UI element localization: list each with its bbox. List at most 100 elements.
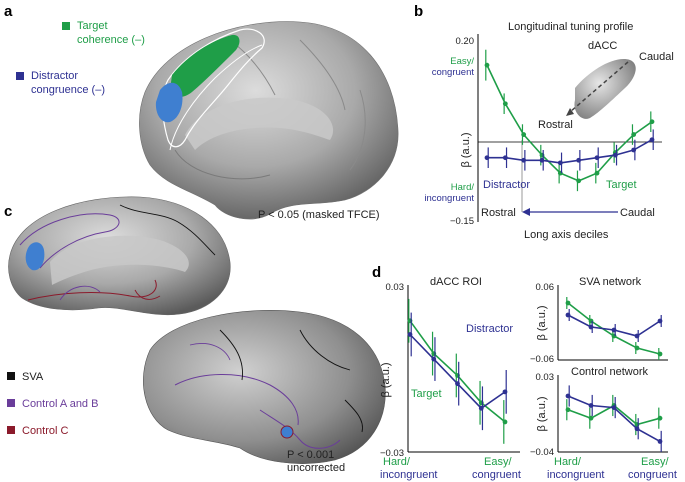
b-point-distractor [502,155,508,161]
b-point-target [521,132,527,137]
d-xlabel-easy-1: Easy/ [484,456,512,468]
d-ctrl-ytick-top: 0.03 [536,372,555,383]
b-axis-arrowhead [522,208,530,216]
d-ctrl-point-target [588,415,594,421]
d-roi-ylabel: β (a.u.) [380,362,392,397]
d-roi-line-target [409,320,506,423]
b-ylabel: β (a.u.) [460,132,472,167]
b-point-target [649,119,655,125]
b-point-distractor [557,160,563,166]
legend-distractor-line1: Distractor [31,70,78,82]
chart-d-ctrl-marks [565,385,663,452]
d-roi-ytick-top: 0.03 [386,282,405,293]
d-ctrl-point-target [657,415,663,421]
d-roi-ytick-bottom: −0.03 [380,448,404,459]
dacc-inset [566,59,636,119]
d-ctrl-point-distractor [588,403,594,408]
d-sva-point-distractor [565,312,571,318]
d-roi-point-target [502,419,508,425]
panel-a-stat: P < 0.05 (masked TFCE) [258,209,380,221]
d-ctrl-point-target [565,407,571,413]
d-sva-ylabel: β (a.u.) [536,305,548,340]
d-roi-title: dACC ROI [430,276,482,288]
d-sva-point-distractor [634,333,640,339]
panel-c: c SVA Control A and B C [4,196,386,474]
d-roi-point-distractor [431,356,437,362]
panel-c-stat-2: uncorrected [287,462,345,474]
d-xlabel-hard-2: incongruent [380,469,438,481]
b-point-target [594,170,600,176]
panel-b: b Longitudinal tuning profile dACC Cauda… [414,3,674,241]
panel-d: d dACC ROI 0.03 −0.03 β (a.u.) Distracto… [372,264,677,481]
b-line-target [486,64,653,182]
d-sva-ytick-bottom: −0.06 [530,354,554,365]
b-point-distractor [631,147,637,153]
panel-b-title: Longitudinal tuning profile [508,21,633,33]
panel-a: a Target coherence (–) Distractor congru… [4,3,399,221]
legend-target-line1: Target [77,20,108,32]
b-xlabel: Long axis deciles [524,229,609,241]
chart-d-roi-marks [407,298,508,444]
target-cluster [170,34,240,98]
legend-sva: SVA [22,371,44,383]
chart-b-marks [484,49,655,192]
b-point-target [502,101,508,107]
inset-dacc-label: dACC [588,40,617,52]
d-right-xlabel-easy-2: congruent [628,469,677,481]
d-sva-line-distractor [567,314,661,337]
c-lateral-cluster [280,425,294,439]
c-cluster [25,242,45,271]
legend-swatch-control-ab [7,399,15,407]
d-ctrl-point-distractor [565,393,571,399]
panel-letter-d: d [372,264,381,281]
d-sva-point-target [634,345,640,351]
legend-swatch-distractor [16,72,24,80]
b-point-distractor [649,137,655,143]
b-distractor-label: Distractor [483,179,530,191]
legend-swatch-control-c [7,426,15,434]
d-xlabel-easy-2: congruent [472,469,521,481]
inset-caudal-label: Caudal [639,51,674,63]
medial-brain-c [8,196,231,316]
d-sva-point-target [657,351,663,357]
b-point-target [576,178,582,184]
d-sva-ytick-top: 0.06 [536,282,555,293]
b-line-distractor [487,139,653,164]
b-point-distractor [576,157,582,163]
b-point-distractor [594,155,600,161]
d-ctrl-line-distractor [567,395,661,443]
b-y-easy-2: congruent [432,67,475,78]
d-sva-point-distractor [611,327,617,333]
d-ctrl-title: Control network [571,366,649,378]
legend-control-ab: Control A and B [22,398,98,410]
d-roi-distractor-label: Distractor [466,323,513,335]
b-target-label: Target [606,179,637,191]
panel-letter-a: a [4,3,13,20]
b-y-easy-1: Easy/ [450,56,474,67]
lateral-brain-c [143,310,386,464]
panel-letter-c: c [4,203,12,220]
b-point-target [631,132,637,137]
legend-swatch-sva [7,372,15,380]
legend-target-line2: coherence (–) [77,34,145,46]
d-sva-title: SVA network [579,276,642,288]
b-axis-rostral: Rostral [481,207,516,219]
d-sva-point-distractor [657,318,663,324]
b-point-distractor [484,155,490,161]
d-ctrl-ylabel: β (a.u.) [536,396,548,431]
legend-swatch-target [62,22,70,30]
distractor-cluster [155,82,183,123]
panel-letter-b: b [414,3,423,20]
inset-rostral-label: Rostral [538,119,573,131]
d-roi-point-distractor [478,405,484,411]
b-axis-caudal: Caudal [620,207,655,219]
d-sva-point-distractor [588,324,594,330]
d-right-xlabel-easy-1: Easy/ [641,456,669,468]
d-right-xlabel-hard-1: Hard/ [554,456,582,468]
b-ytick-top: 0.20 [456,36,475,47]
d-xlabel-hard-1: Hard/ [383,456,411,468]
d-ctrl-point-distractor [657,439,663,444]
b-point-distractor [612,152,618,158]
b-y-hard-1: Hard/ [451,182,475,193]
